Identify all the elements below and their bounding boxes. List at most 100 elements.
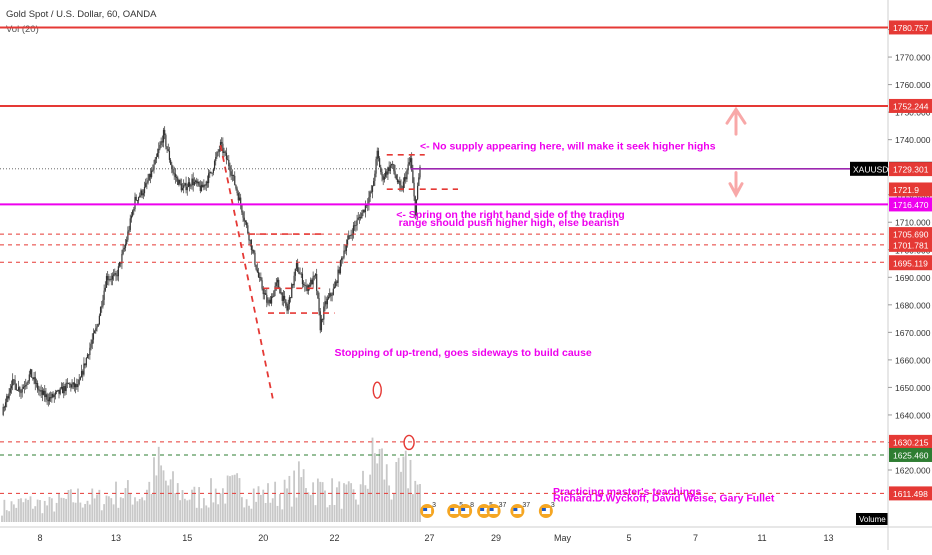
candle-body — [339, 260, 342, 274]
candle-body — [4, 402, 7, 408]
volume-bar — [400, 471, 402, 522]
candle-body — [161, 141, 163, 143]
volume-bar — [31, 508, 34, 522]
candle-body — [317, 290, 319, 299]
candle-body — [338, 269, 340, 274]
volume-bar — [117, 507, 120, 522]
candle-body — [384, 171, 387, 177]
volume-bar — [233, 474, 236, 522]
candle-body — [352, 225, 355, 235]
candle-body — [257, 272, 260, 278]
candle-body — [386, 171, 388, 175]
candle-body — [330, 293, 332, 296]
candle-body — [259, 277, 261, 278]
event-count: 3 — [551, 502, 555, 509]
volume-bar — [150, 493, 153, 522]
candle-body — [154, 159, 156, 165]
candle-body — [162, 129, 165, 143]
volume-bar — [226, 475, 229, 522]
volume-bar — [136, 501, 139, 522]
price-tick-label: 1670.000 — [895, 328, 931, 338]
candle-body — [98, 315, 100, 324]
candle-body — [114, 273, 116, 275]
candle-body — [56, 390, 58, 393]
candle-body — [109, 278, 111, 280]
volume-bar — [198, 487, 201, 522]
candle-body — [228, 159, 230, 167]
candle-body — [140, 190, 142, 196]
candle-body — [240, 197, 242, 206]
volume-bar — [15, 507, 18, 522]
time-tick-label: 13 — [111, 533, 121, 543]
candle-body — [206, 181, 209, 184]
candle-body — [348, 235, 350, 240]
candle-body — [363, 209, 365, 212]
candle-body — [398, 180, 400, 183]
volume-bar — [176, 483, 179, 522]
volume-bar — [112, 504, 115, 522]
candle-body — [29, 369, 32, 375]
volume-bar — [407, 488, 410, 522]
time-tick-label: 5 — [626, 533, 631, 543]
candle-body — [194, 180, 197, 182]
volume-bars — [1, 437, 421, 522]
volume-bar — [8, 511, 11, 522]
volume-bar — [138, 498, 141, 522]
candle-body — [303, 284, 305, 285]
flag-icon — [489, 508, 494, 511]
candle-body — [80, 371, 83, 378]
candle-body — [381, 172, 383, 176]
volume-bar — [129, 493, 132, 522]
candle-body — [261, 280, 263, 289]
volume-bar — [347, 481, 350, 522]
candle-body — [275, 282, 277, 286]
volume-tag-text: Volume — [859, 515, 886, 524]
candle-body — [310, 279, 312, 287]
candle-body — [344, 250, 346, 252]
candle-body — [292, 284, 294, 286]
candle-body — [203, 184, 205, 188]
candle-body — [102, 299, 104, 307]
candle-body — [129, 218, 131, 230]
volume-bar — [115, 481, 117, 522]
time-tick-label: 11 — [757, 533, 766, 543]
candle-body — [350, 234, 352, 236]
candle-body — [247, 225, 249, 234]
volume-bar — [248, 505, 250, 522]
candle-body — [99, 307, 102, 316]
candle-body — [262, 288, 264, 295]
volume-bar — [366, 488, 369, 522]
volume-bar — [39, 500, 41, 522]
candle-body — [3, 406, 5, 408]
candle-body — [301, 273, 304, 285]
extra-price-tag-text: 1695.119 — [893, 259, 928, 269]
candle-body — [175, 177, 178, 178]
candle-body — [63, 386, 65, 394]
candle-body — [6, 396, 8, 403]
candle-body — [172, 169, 174, 173]
candle-body — [92, 333, 95, 340]
volume-bar — [79, 502, 82, 522]
price-tick-label: 1620.000 — [895, 466, 931, 476]
volume-bar — [210, 478, 212, 522]
candle-body — [54, 392, 57, 395]
candle-body — [57, 389, 59, 391]
candle-body — [72, 382, 74, 385]
volume-bar — [17, 498, 20, 522]
level-price-tag-text: 1611.498 — [893, 489, 928, 499]
volume-bar — [3, 499, 6, 522]
candle-body — [96, 326, 98, 329]
candle-body — [374, 173, 376, 182]
volume-bar — [103, 504, 106, 522]
level-price-tag — [889, 486, 932, 501]
level-price-tag-text: 1705.690 — [893, 230, 929, 240]
event-badges: 358537373Volume — [420, 502, 888, 525]
volume-bar — [262, 489, 265, 522]
volume-bar — [193, 486, 196, 522]
annotation-text: range should push higher high, else bear… — [399, 217, 620, 229]
candle-body — [318, 298, 320, 312]
candle-body — [97, 323, 99, 327]
candle-body — [254, 252, 256, 265]
candle-body — [346, 239, 349, 246]
